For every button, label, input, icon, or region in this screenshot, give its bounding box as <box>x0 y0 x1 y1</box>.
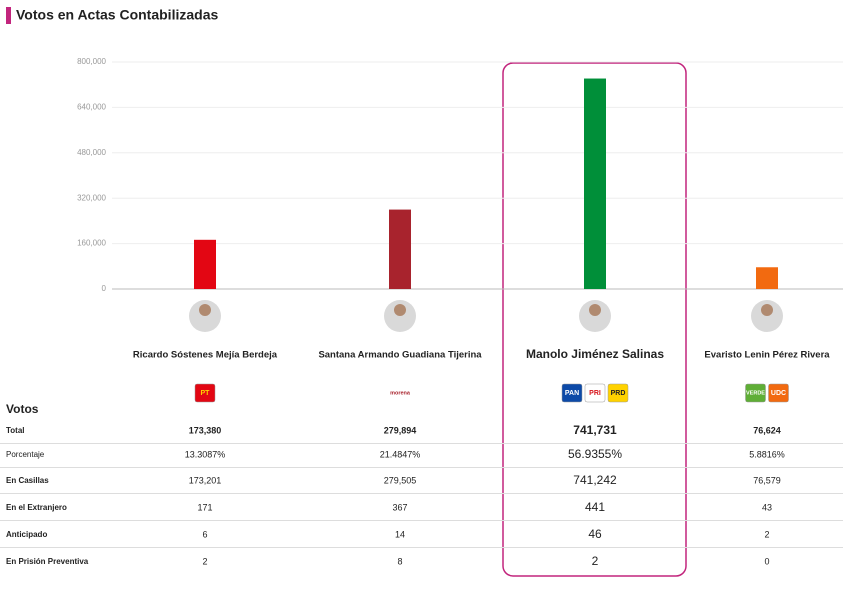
bar <box>756 267 778 289</box>
candidate-name: Manolo Jiménez Salinas <box>526 347 664 361</box>
row-label: En Prisión Preventiva <box>6 557 89 566</box>
cell: 8 <box>397 556 402 566</box>
candidate-face <box>589 304 601 316</box>
cell: 56.9355% <box>568 447 622 461</box>
y-tick-label: 800,000 <box>77 57 106 66</box>
y-tick-label: 320,000 <box>77 193 106 202</box>
candidate-face <box>761 304 773 316</box>
chart-title: Votos en Actas Contabilizadas <box>16 7 218 23</box>
party-name: PRI <box>589 390 601 397</box>
cell: 441 <box>585 500 605 514</box>
row-label: Total <box>6 426 25 435</box>
party-name: morena <box>390 390 411 396</box>
party-logo <box>584 383 606 403</box>
cell: 171 <box>197 502 212 512</box>
cell: 46 <box>588 527 602 541</box>
cell: 2 <box>592 554 599 568</box>
row-label: Porcentaje <box>6 450 45 459</box>
cell: 6 <box>202 529 207 539</box>
cell: 367 <box>392 502 407 512</box>
row-label: Anticipado <box>6 530 47 539</box>
cell: 2 <box>764 529 769 539</box>
cell: 43 <box>762 502 772 512</box>
candidate-face <box>394 304 406 316</box>
cell: 76,624 <box>753 425 781 435</box>
party-logo <box>768 383 789 403</box>
bar <box>194 239 216 289</box>
cell: 76,579 <box>753 475 781 485</box>
party-name: VERDE <box>746 390 765 396</box>
party-name: PAN <box>565 390 579 397</box>
y-tick-label: 0 <box>102 284 107 293</box>
row-label: En Casillas <box>6 476 49 485</box>
cell: 741,242 <box>573 473 617 487</box>
cell: 5.8816% <box>749 449 785 459</box>
cell: 173,201 <box>189 475 222 485</box>
cell: 21.4847% <box>380 449 421 459</box>
party-logo <box>745 383 766 403</box>
cell: 173,380 <box>189 425 222 435</box>
party-logo <box>607 383 629 403</box>
candidate-name: Ricardo Sóstenes Mejía Berdeja <box>133 350 278 361</box>
bar <box>389 209 411 289</box>
cell: 279,894 <box>384 425 417 435</box>
party-name: PT <box>201 390 211 397</box>
cell: 13.3087% <box>185 449 226 459</box>
party-name: UDC <box>771 390 786 397</box>
party-logo <box>194 383 216 403</box>
row-label: En el Extranjero <box>6 503 67 512</box>
y-tick-label: 480,000 <box>77 148 106 157</box>
cell: 14 <box>395 529 405 539</box>
cell: 279,505 <box>384 475 417 485</box>
y-tick-label: 640,000 <box>77 103 106 112</box>
party-name: PRD <box>611 390 626 397</box>
party-logo <box>561 383 583 403</box>
title-accent <box>6 7 11 24</box>
cell: 0 <box>764 556 769 566</box>
highlight-box <box>502 62 687 577</box>
y-tick-label: 160,000 <box>77 239 106 248</box>
table-title: Votos <box>6 402 39 416</box>
candidate-face <box>199 304 211 316</box>
cell: 741,731 <box>573 423 617 437</box>
bar <box>584 78 606 289</box>
candidate-name: Evaristo Lenin Pérez Rivera <box>704 350 830 361</box>
candidate-name: Santana Armando Guadiana Tijerina <box>318 350 482 361</box>
cell: 2 <box>202 556 207 566</box>
